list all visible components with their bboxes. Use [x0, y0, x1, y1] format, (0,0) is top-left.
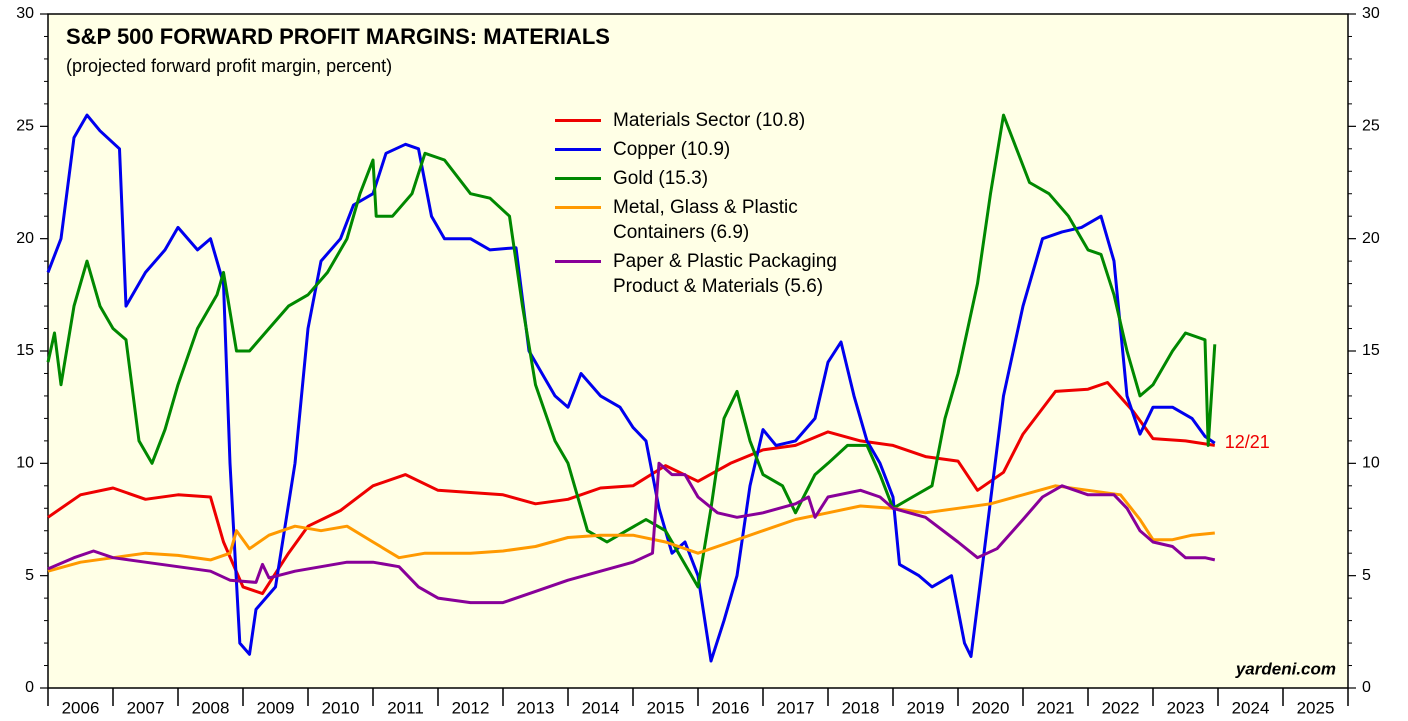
legend-label: Gold (15.3): [613, 168, 709, 189]
x-tick-label: 2007: [127, 698, 165, 717]
y2-tick-label: 0: [1362, 679, 1371, 696]
x-tick-label: 2025: [1297, 698, 1335, 717]
x-tick-label: 2012: [452, 698, 490, 717]
x-tick-label: 2022: [1102, 698, 1140, 717]
x-tick-label: 2016: [712, 698, 750, 717]
x-tick-label: 2013: [517, 698, 555, 717]
legend-item: Copper (10.9): [555, 137, 837, 162]
y-tick-label: 30: [16, 5, 34, 22]
source: yardeni.com: [1235, 659, 1336, 678]
legend-swatch: [555, 148, 601, 151]
x-tick-label: 2006: [62, 698, 100, 717]
x-tick-label: 2018: [842, 698, 880, 717]
legend-item: Metal, Glass & Plastic Containers (6.9): [555, 195, 837, 245]
legend-swatch: [555, 260, 601, 263]
x-tick-label: 2009: [257, 698, 295, 717]
x-tick-label: 2011: [387, 698, 424, 717]
legend-label: Metal, Glass & Plastic Containers (6.9): [613, 197, 798, 243]
lines: [46, 113, 1217, 663]
x-tick-label: 2008: [192, 698, 230, 717]
y2-tick-label: 5: [1362, 567, 1371, 584]
y-tick-label: 15: [16, 342, 34, 359]
x-tick-label: 2023: [1167, 698, 1205, 717]
legend-item: Materials Sector (10.8): [555, 108, 837, 133]
legend-item: Paper & Plastic Packaging Product & Mate…: [555, 249, 837, 299]
x-tick-label: 2015: [647, 698, 685, 717]
legend: Materials Sector (10.8) Copper (10.9) Gold…: [555, 108, 837, 303]
legend-item: Gold (15.3): [555, 166, 837, 191]
x-tick-label: 2024: [1232, 698, 1270, 717]
y-tick-label: 0: [25, 679, 34, 696]
legend-swatch: [555, 206, 601, 209]
y2-tick-label: 10: [1362, 455, 1380, 472]
y-tick-label: 5: [25, 567, 34, 584]
x-tick-label: 2010: [322, 698, 360, 717]
annotation: 12/21: [1225, 432, 1270, 452]
legend-label: Materials Sector (10.8): [613, 110, 806, 131]
x-tick-label: 2017: [777, 698, 815, 717]
legend-label: Copper (10.9): [613, 139, 731, 160]
series-line: [47, 461, 1216, 605]
legend-label: Paper & Plastic Packaging Product & Mate…: [613, 251, 837, 297]
series-line: [46, 113, 1217, 589]
series-line: [46, 113, 1216, 663]
x-tick-label: 2021: [1037, 698, 1075, 717]
y-tick-label: 10: [16, 455, 34, 472]
y2-tick-label: 25: [1362, 118, 1380, 135]
y-tick-label: 25: [16, 118, 34, 135]
y2-tick-label: 30: [1362, 5, 1380, 22]
y-tick-label: 20: [16, 230, 34, 247]
legend-swatch: [555, 119, 601, 122]
x-tick-label: 2014: [582, 698, 620, 717]
x-tick-label: 2020: [972, 698, 1010, 717]
y2-tick-label: 15: [1362, 342, 1380, 359]
y2-tick-label: 20: [1362, 230, 1380, 247]
legend-swatch: [555, 177, 601, 180]
chart-subtitle: (projected forward profit margin, percen…: [66, 56, 392, 76]
chart-title: S&P 500 FORWARD PROFIT MARGINS: MATERIAL…: [66, 24, 610, 49]
x-tick-label: 2019: [907, 698, 945, 717]
